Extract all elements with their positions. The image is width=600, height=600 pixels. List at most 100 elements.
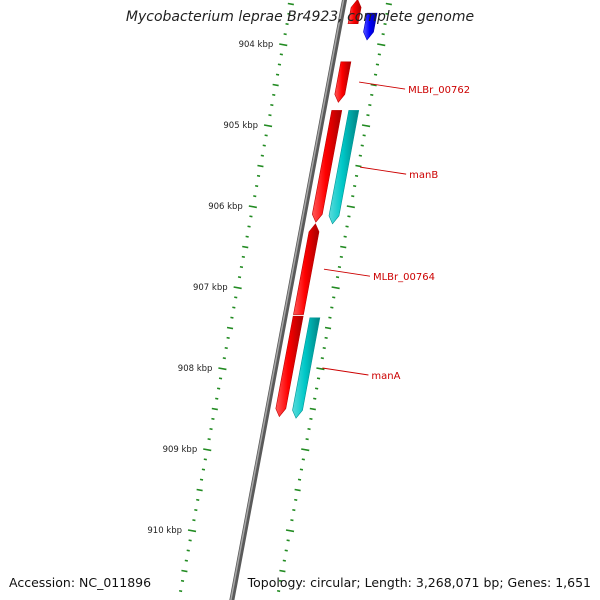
inner-ruler-tick (263, 124, 273, 128)
outer-ruler-tick (294, 498, 298, 501)
outer-ruler-tick (347, 215, 351, 218)
inner-ruler-tick (241, 255, 245, 258)
outer-ruler-tick (279, 569, 286, 573)
outer-ruler-tick (305, 438, 309, 441)
inner-ruler-tick (253, 195, 257, 198)
outer-ruler-tick (370, 83, 377, 87)
inner-ruler-tick (203, 458, 207, 461)
inner-ruler-tick (272, 83, 279, 87)
inner-ruler-tick (239, 265, 244, 269)
outer-ruler-tick (299, 468, 304, 471)
inner-ruler-tick (203, 448, 212, 452)
inner-ruler-tick (256, 174, 261, 177)
outer-ruler-tick (316, 367, 325, 371)
outer-ruler-tick (278, 579, 283, 582)
inner-ruler-tick (196, 498, 200, 501)
inner-ruler-tick (194, 508, 198, 512)
inner-ruler-tick (264, 134, 268, 137)
outer-ruler-tick (324, 336, 328, 339)
inner-ruler-tick (209, 427, 213, 431)
inner-ruler-tick (178, 589, 183, 593)
gene-arrow (292, 317, 321, 419)
outer-ruler-tick (370, 93, 374, 96)
outer-ruler-tick (285, 529, 295, 533)
inner-ruler-tick (279, 53, 283, 56)
outer-ruler-tick (358, 154, 362, 157)
inner-ruler-tick (287, 12, 291, 15)
outer-ruler-tick (337, 265, 342, 269)
inner-ruler-tick (184, 559, 188, 562)
inner-ruler-tick (287, 2, 294, 6)
outer-ruler-tick (383, 22, 387, 26)
outer-ruler-tick (362, 134, 366, 137)
backbone-line (229, 0, 348, 600)
genome-summary-text: Topology: circular; Length: 3,268,071 bp… (247, 575, 591, 590)
inner-ruler-tick (226, 326, 234, 330)
inner-ruler-tick (242, 245, 249, 249)
inner-ruler-tick (279, 43, 288, 47)
outer-ruler-tick (309, 417, 313, 420)
outer-ruler-tick (314, 387, 319, 390)
outer-ruler-tick (345, 225, 349, 228)
outer-ruler-tick (294, 488, 301, 492)
outer-ruler-tick (316, 377, 321, 380)
inner-ruler-tick (180, 579, 185, 582)
inner-ruler-tick (247, 225, 251, 228)
ruler-tick-label: 905 kbp (223, 121, 258, 131)
callout-line (359, 81, 406, 90)
gene-arrow (347, 0, 362, 25)
inner-ruler-tick (207, 438, 211, 441)
inner-ruler-tick (211, 417, 215, 420)
gene-arrow (275, 315, 304, 418)
ruler-tick-label: 909 kbp (163, 445, 198, 455)
inner-ruler-tick (226, 336, 230, 339)
inner-ruler-tick (272, 93, 276, 96)
inner-ruler-tick (230, 316, 234, 319)
outer-ruler-tick (373, 73, 378, 76)
accession-text: Accession: NC_011896 (9, 575, 152, 590)
outer-ruler-tick (352, 184, 357, 188)
gene-arrow (328, 110, 360, 225)
outer-ruler-tick (330, 306, 334, 309)
callout-line (323, 268, 371, 277)
outer-ruler-tick (385, 12, 389, 15)
inner-ruler-tick (216, 387, 221, 390)
outer-ruler-tick (331, 286, 340, 290)
inner-ruler-tick (188, 539, 192, 542)
map-title: Mycobacterium leprae Br4923, complete ge… (125, 9, 475, 25)
outer-ruler-tick (313, 397, 317, 400)
outer-ruler-tick (309, 407, 316, 411)
outer-ruler-tick (346, 205, 355, 209)
inner-ruler-tick (222, 357, 226, 360)
inner-ruler-tick (277, 63, 282, 66)
inner-ruler-tick (187, 529, 197, 533)
ruler-tick-label: 908 kbp (178, 364, 213, 374)
inner-ruler-tick (254, 184, 259, 188)
outer-ruler-tick (354, 174, 359, 177)
inner-ruler-tick (196, 488, 203, 492)
ruler-tick-label: 904 kbp (239, 40, 274, 50)
genome-backbone (229, 0, 348, 600)
inner-ruler-tick (262, 144, 266, 147)
inner-ruler-tick (248, 205, 257, 209)
outer-ruler-tick (276, 589, 281, 593)
outer-ruler-tick (332, 296, 336, 299)
outer-ruler-tick (361, 124, 371, 128)
outer-ruler-tick (328, 316, 332, 319)
outer-ruler-tick (368, 103, 372, 107)
outer-ruler-tick (366, 114, 370, 117)
inner-ruler-tick (260, 154, 264, 157)
ruler-labels: 904 kbp 905 kbp 906 kbp 907 kbp 908 kbp 909 k… (147, 40, 273, 536)
inner-ruler-tick (224, 346, 228, 350)
outer-ruler-tick (351, 195, 355, 198)
inner-ruler-tick (218, 377, 223, 380)
inner-ruler-tick (186, 549, 190, 552)
outer-ruler-tick (324, 326, 332, 330)
outer-ruler-tick (340, 245, 347, 249)
inner-ruler-tick (192, 519, 196, 522)
gene-label: MLBr_00764 (373, 272, 435, 283)
inner-ruler-tick (268, 114, 272, 117)
gene-arrow (311, 110, 343, 223)
outer-ruler-tick (290, 519, 294, 522)
